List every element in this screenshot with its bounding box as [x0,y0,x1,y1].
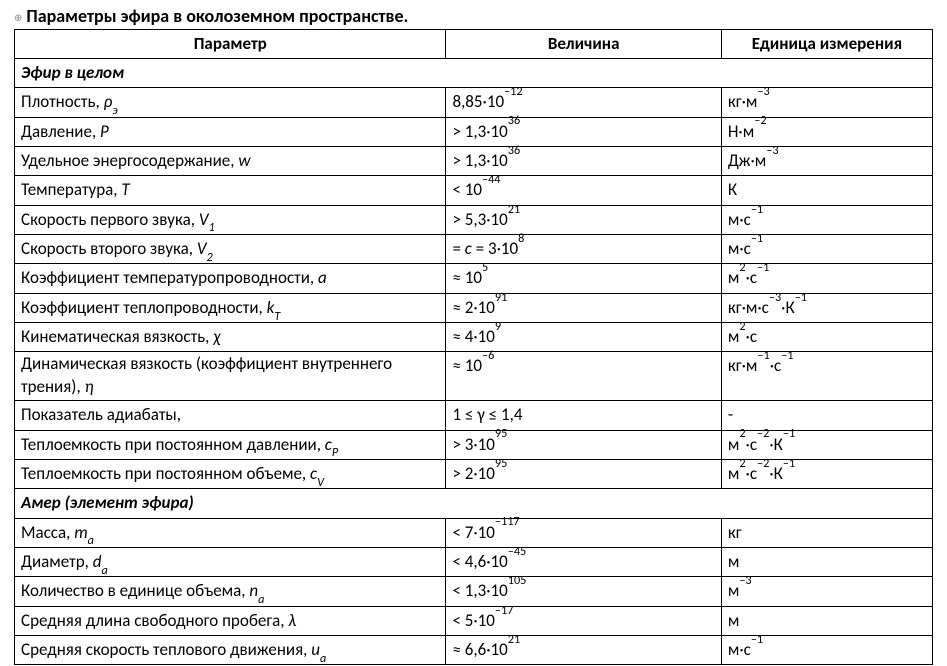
table-row: Удельное энергосодержание, w> 1,3·1036Дж… [15,146,933,175]
param-cell: Скорость второго звука, V2 [15,235,446,264]
param-cell: Средняя скорость теплового движения, ua [15,636,446,665]
table-row: Средняя длина свободного пробега, λ< 5·1… [15,606,933,635]
value-cell: < 5·10–17 [446,606,721,635]
unit-cell: м2·с–2·К–1 [721,459,932,488]
unit-cell: м–3 [721,577,932,606]
value-cell: < 1,3·10105 [446,577,721,606]
unit-cell: кг·м·с–3·К–1 [721,293,932,322]
param-cell: Плотность, ρэ [15,88,446,117]
unit-cell: м [721,547,932,576]
param-cell: Давление, P [15,117,446,146]
value-cell: 8,85·10–12 [446,88,721,117]
param-cell: Масса, ma [15,518,446,547]
value-cell: ≈ 10–6 [446,352,721,401]
unit-cell: кг·м–1·с–1 [721,352,932,401]
page-title: Параметры эфира в околоземном пространст… [26,6,408,28]
param-cell: Коэффициент теплопроводности, kT [15,293,446,322]
param-cell: Коэффициент температуропроводности, a [15,264,446,293]
unit-cell: - [721,401,932,430]
param-cell: Средняя длина свободного пробега, λ [15,606,446,635]
table-row: Скорость второго звука, V2= c = 3·108м·с… [15,235,933,264]
param-cell: Диаметр, da [15,547,446,576]
value-cell: ≈ 6,6·1021 [446,636,721,665]
header-param: Параметр [15,29,446,58]
table-header-row: Параметр Величина Единица измерения [15,29,933,58]
table-row: Температура, T< 10–44К [15,176,933,205]
table-row: Коэффициент теплопроводности, kT≈ 2·1091… [15,293,933,322]
param-cell: Теплоемкость при постоянном объеме, cV [15,459,446,488]
table-row: Количество в единице объема, na< 1,3·101… [15,577,933,606]
param-cell: Теплоемкость при постоянном давлении, cP [15,430,446,459]
value-cell: > 2·1095 [446,459,721,488]
unit-cell: м2·с–2·К–1 [721,430,932,459]
value-cell: > 1,3·1036 [446,117,721,146]
table-body: Эфир в целомПлотность, ρэ8,85·10–12кг·м–… [15,58,933,664]
param-cell: Кинематическая вязкость, χ [15,323,446,352]
param-cell: Температура, T [15,176,446,205]
table-row: Теплоемкость при постоянном объеме, cV> … [15,459,933,488]
param-cell: Скорость первого звука, V1 [15,205,446,234]
unit-cell: м2·с [721,323,932,352]
param-cell: Количество в единице объема, na [15,577,446,606]
section-ether: Эфир в целом [15,58,933,87]
table-row: Средняя скорость теплового движения, ua≈… [15,636,933,665]
value-cell: 1 ≤ γ ≤ 1,4 [446,401,721,430]
table-row: Коэффициент температуропроводности, a≈ 1… [15,264,933,293]
unit-cell: м·с–1 [721,235,932,264]
section-amer-cell: Амер (элемент эфира) [15,489,933,518]
param-cell: Показатель адиабаты, [15,401,446,430]
value-cell: < 7·10–117 [446,518,721,547]
value-cell: < 10–44 [446,176,721,205]
table-row: Давление, P> 1,3·1036Н·м–2 [15,117,933,146]
header-unit: Единица измерения [721,29,932,58]
unit-cell: м2·с–1 [721,264,932,293]
page: ⊕ Параметры эфира в околоземном простран… [0,0,947,644]
title-row: ⊕ Параметры эфира в околоземном простран… [14,6,933,28]
param-cell: Удельное энергосодержание, w [15,146,446,175]
table-row: Диаметр, da< 4,6·10–45м [15,547,933,576]
section-amer: Амер (элемент эфира) [15,489,933,518]
table-row: Масса, ma< 7·10–117кг [15,518,933,547]
unit-cell: Н·м–2 [721,117,932,146]
value-cell: ≈ 105 [446,264,721,293]
parameters-table: Параметр Величина Единица измерения Эфир… [14,29,933,666]
value-cell: ≈ 2·1091 [446,293,721,322]
value-cell: > 5,3·1021 [446,205,721,234]
unit-cell: кг [721,518,932,547]
table-row: Динамическая вязкость (коэффициент внутр… [15,352,933,401]
section-ether-cell: Эфир в целом [15,58,933,87]
value-cell: < 4,6·10–45 [446,547,721,576]
unit-cell: К [721,176,932,205]
table-row: Скорость первого звука, V1> 5,3·1021м·с–… [15,205,933,234]
header-value: Величина [446,29,721,58]
unit-cell: Дж·м–3 [721,146,932,175]
param-cell: Динамическая вязкость (коэффициент внутр… [15,352,446,401]
table-row: Кинематическая вязкость, χ≈ 4·109м2·с [15,323,933,352]
table-row: Плотность, ρэ8,85·10–12кг·м–3 [15,88,933,117]
value-cell: > 3·1095 [446,430,721,459]
table-anchor-icon: ⊕ [14,13,22,23]
unit-cell: м·с–1 [721,636,932,665]
